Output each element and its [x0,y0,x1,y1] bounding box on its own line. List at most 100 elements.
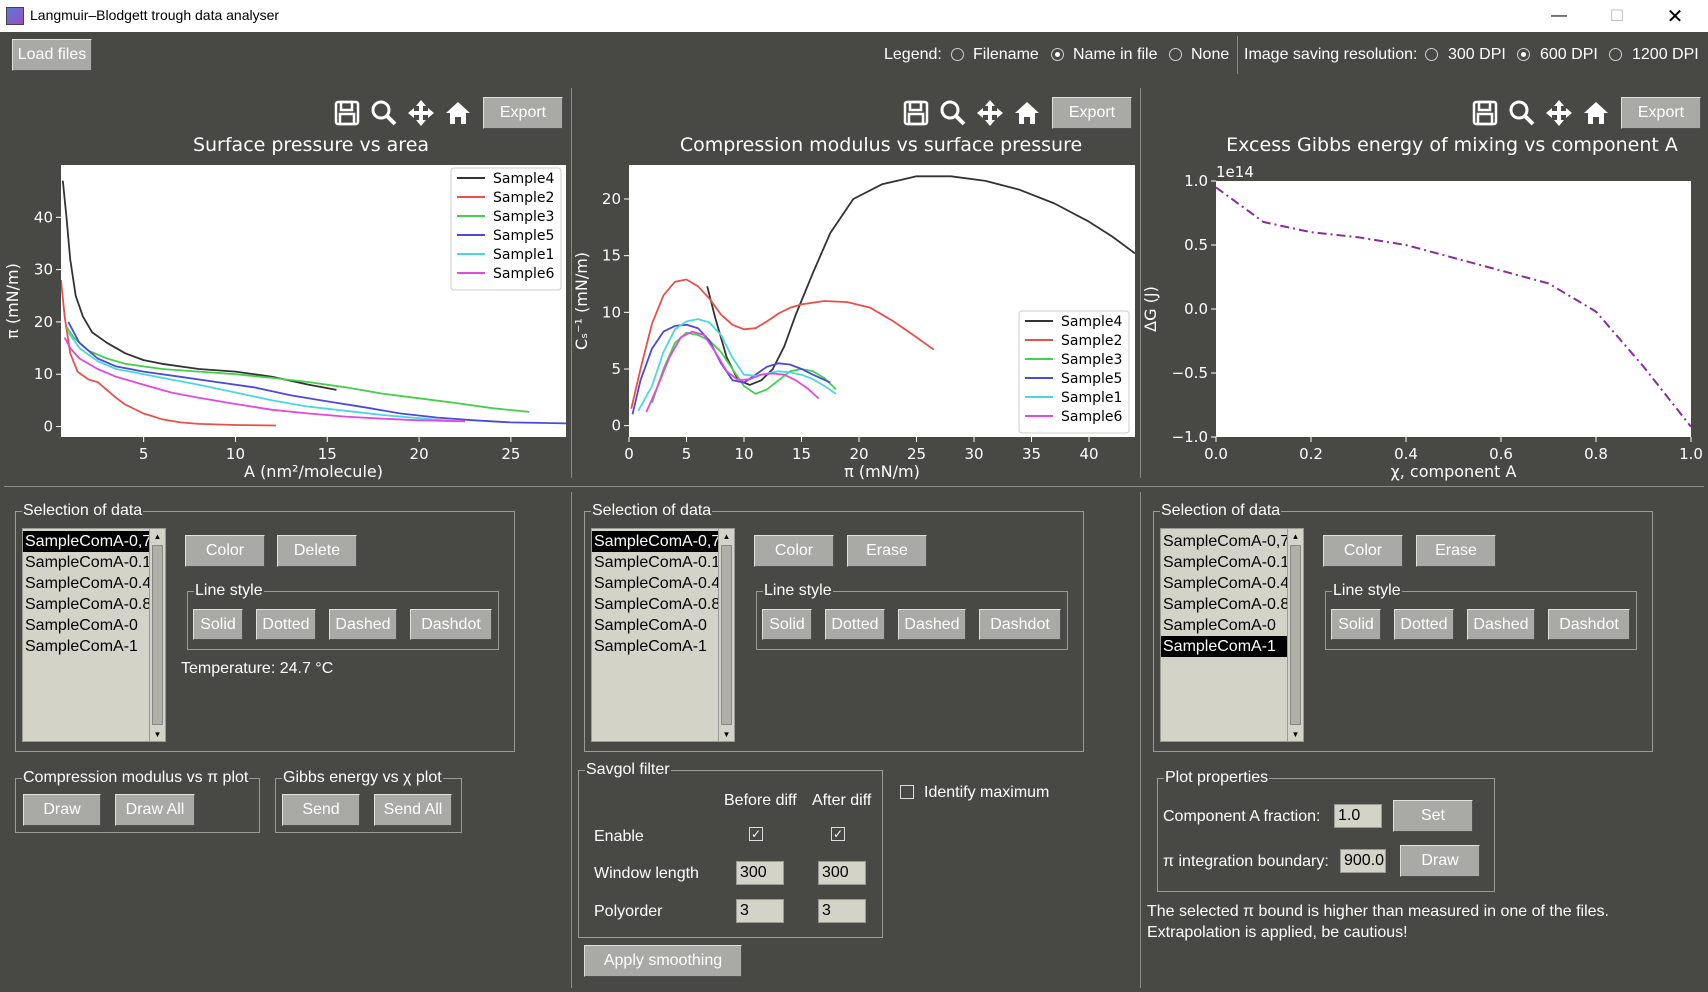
p3-solid-button[interactable]: Solid [1331,609,1381,640]
scroll-up-icon[interactable]: ▲ [722,531,731,541]
list-item[interactable]: SampleComA-0.8 [1163,596,1287,613]
p1-data-listbox[interactable]: SampleComA-0,7 SampleComA-0.1 SampleComA-0… [22,528,166,742]
p1-dashed-button[interactable]: Dashed [329,609,397,640]
p2-erase-button[interactable]: Erase [847,535,927,567]
y-tick-label: 10 [34,365,53,383]
list-item[interactable]: SampleComA-0.4 [25,575,149,592]
p1-dotted-button[interactable]: Dotted [256,609,316,640]
p2-dotted-button[interactable]: Dotted [825,609,885,640]
list-item[interactable]: SampleComA-0,7 [1163,533,1287,550]
scroll-up-icon[interactable]: ▲ [1291,531,1300,541]
legend-entry: Sample5 [1061,371,1122,387]
legend-radio-name-in-file[interactable] [1051,48,1064,61]
pan-icon[interactable] [407,99,435,127]
list-item[interactable]: SampleComA-1 [25,638,138,655]
enable-before-checkbox[interactable]: ✓ [749,827,763,841]
legend-radio-none[interactable] [1169,48,1182,61]
zoom-icon[interactable] [939,99,967,127]
scroll-down-icon[interactable]: ▼ [722,729,731,739]
list-item[interactable]: SampleComA-0,7 [23,531,149,552]
list-item[interactable]: SampleComA-0.8 [25,596,149,613]
p2-dashdot-button[interactable]: Dashdot [979,609,1061,640]
pan-icon[interactable] [976,99,1004,127]
set-button[interactable]: Set [1393,800,1473,832]
legend-entry: Sample6 [1061,409,1122,425]
list-item[interactable]: SampleComA-0.1 [594,554,718,571]
p3-data-listbox[interactable]: SampleComA-0,7 SampleComA-0.1 SampleComA-0… [1160,528,1304,742]
zoom-icon[interactable] [370,99,398,127]
apply-smoothing-button[interactable]: Apply smoothing [584,945,742,977]
home-icon[interactable] [1013,99,1041,127]
p1-color-button[interactable]: Color [185,535,265,567]
scroll-thumb[interactable] [1290,545,1301,725]
p1-solid-button[interactable]: Solid [193,609,243,640]
scroll-thumb[interactable] [152,545,163,725]
maximize-icon[interactable]: ☐ [1609,8,1625,25]
enable-after-checkbox[interactable]: ✓ [831,827,845,841]
p2-linestyle-label: Line style [763,582,833,600]
home-icon[interactable] [1582,99,1610,127]
export-button[interactable]: Export [483,97,563,129]
plot-properties-frame: Plot properties [1157,769,1495,892]
p3-dashdot-button[interactable]: Dashdot [1548,609,1630,640]
res-radio-300[interactable] [1425,48,1438,61]
minimize-icon[interactable]: — [1551,7,1567,24]
close-icon[interactable]: ✕ [1666,5,1684,28]
list-item[interactable]: SampleComA-1 [1161,636,1287,657]
save-icon[interactable] [1471,99,1499,127]
export-button[interactable]: Export [1052,97,1132,129]
pi-boundary-input[interactable] [1340,849,1386,873]
listbox-scrollbar[interactable]: ▲ ▼ [1287,529,1303,741]
res-radio-1200[interactable] [1609,48,1622,61]
scroll-down-icon[interactable]: ▼ [1291,729,1300,739]
p3-dotted-button[interactable]: Dotted [1394,609,1454,640]
list-item[interactable]: SampleComA-0.4 [1163,575,1287,592]
list-item[interactable]: SampleComA-0,7 [592,531,718,552]
polyorder-before-input[interactable] [736,899,784,923]
p2-dashed-button[interactable]: Dashed [898,609,966,640]
zoom-icon[interactable] [1508,99,1536,127]
export-button[interactable]: Export [1621,97,1701,129]
list-item[interactable]: SampleComA-0.4 [594,575,718,592]
p3-dashed-button[interactable]: Dashed [1467,609,1535,640]
home-icon[interactable] [444,99,472,127]
window-length-after-input[interactable] [818,861,866,885]
p1-delete-button[interactable]: Delete [277,535,357,567]
window-length-before-input[interactable] [736,861,784,885]
p2-color-button[interactable]: Color [754,535,834,567]
pan-icon[interactable] [1545,99,1573,127]
list-item[interactable]: SampleComA-0.8 [594,596,718,613]
listbox-scrollbar[interactable]: ▲ ▼ [718,529,734,741]
y-tick-label: 0.0 [1184,300,1208,318]
legend-radio-filename[interactable] [951,48,964,61]
scroll-up-icon[interactable]: ▲ [153,531,162,541]
list-item[interactable]: SampleComA-0.1 [1163,554,1287,571]
save-icon[interactable] [902,99,930,127]
p2-solid-button[interactable]: Solid [762,609,812,640]
identify-maximum-checkbox[interactable] [900,785,914,799]
draw-button[interactable]: Draw [23,794,101,826]
list-item[interactable]: SampleComA-0 [1163,617,1276,634]
send-button[interactable]: Send [282,794,360,826]
resolution-label: Image saving resolution: [1244,46,1418,63]
scroll-down-icon[interactable]: ▼ [153,729,162,739]
p2-data-listbox[interactable]: SampleComA-0,7 SampleComA-0.1 SampleComA-0… [591,528,735,742]
component-fraction-input[interactable] [1334,804,1382,828]
draw-all-button[interactable]: Draw All [115,794,195,826]
list-item[interactable]: SampleComA-1 [594,638,707,655]
load-files-button[interactable]: Load files [12,39,92,71]
send-all-button[interactable]: Send All [374,794,452,826]
save-icon[interactable] [333,99,361,127]
listbox-scrollbar[interactable]: ▲ ▼ [149,529,165,741]
list-item[interactable]: SampleComA-0 [594,617,707,634]
x-tick-label: 25 [907,445,926,463]
p1-dashdot-button[interactable]: Dashdot [410,609,492,640]
res-radio-600[interactable] [1517,48,1530,61]
draw-gibbs-button[interactable]: Draw [1400,845,1480,877]
list-item[interactable]: SampleComA-0 [25,617,138,634]
scroll-thumb[interactable] [721,545,732,725]
p3-erase-button[interactable]: Erase [1416,535,1496,567]
polyorder-after-input[interactable] [818,899,866,923]
p3-color-button[interactable]: Color [1323,535,1403,567]
list-item[interactable]: SampleComA-0.1 [25,554,149,571]
